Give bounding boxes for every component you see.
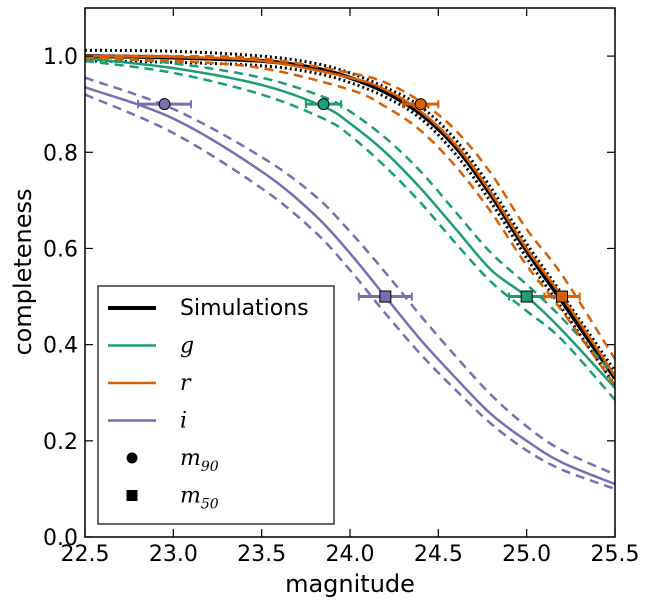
series-line-simulations-upper xyxy=(85,48,615,372)
marker-layer xyxy=(137,98,581,303)
x-axis-label: magnitude xyxy=(285,570,415,598)
x-tick-label: 24.5 xyxy=(414,542,463,567)
series-line-g-upper xyxy=(85,54,615,377)
y-tick-label: 0.4 xyxy=(43,334,78,359)
marker-g-square xyxy=(520,290,533,303)
series-line-r-upper xyxy=(85,54,615,360)
series-line-r-lower xyxy=(85,57,615,387)
series-line-i-upper xyxy=(85,76,615,476)
x-tick-label: 23.0 xyxy=(149,542,198,567)
x-tick-label: 23.5 xyxy=(237,542,286,567)
y-tick-label: 0.6 xyxy=(43,237,78,262)
legend-label-g: g xyxy=(180,334,194,359)
x-tick-label: 25.0 xyxy=(502,542,551,567)
legend-box xyxy=(97,285,335,525)
legend-swatch-m50 xyxy=(126,490,138,501)
y-tick-label: 0.8 xyxy=(43,141,78,166)
marker-i-square xyxy=(379,290,392,303)
x-tick-label: 22.5 xyxy=(61,542,110,567)
marker-i-circle xyxy=(158,98,171,111)
tick-layer: 22.5 23.0 23.5 24.0 24.5 25.0 25.5 0.0 0.2 0.4 0.6… xyxy=(43,8,639,567)
x-tick-label: 25.5 xyxy=(591,542,640,567)
series-line-i-lower xyxy=(85,93,615,491)
marker-r-circle xyxy=(414,98,427,111)
x-tick-label: 24.0 xyxy=(326,542,375,567)
legend-label-i: i xyxy=(180,409,187,434)
marker-r-square xyxy=(556,290,568,303)
y-tick-label: 1.0 xyxy=(43,45,78,70)
y-axis-label: completeness xyxy=(9,188,37,355)
legend-label-r: r xyxy=(180,371,192,396)
series-line-g-lower xyxy=(85,59,615,401)
legend-label-simulations: Simulations xyxy=(180,296,309,321)
marker-g-circle xyxy=(317,98,330,111)
y-tick-label: 0.0 xyxy=(43,526,78,551)
legend-swatch-m90 xyxy=(126,452,138,464)
y-tick-label: 0.2 xyxy=(43,430,78,455)
